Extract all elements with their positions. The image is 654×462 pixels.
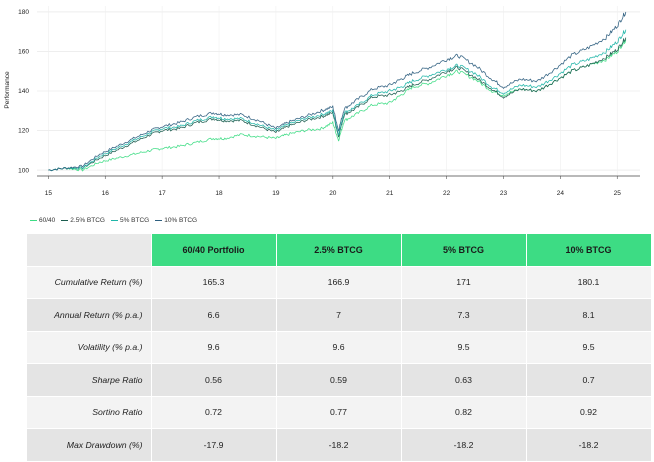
- legend-swatch-10-btcg: [155, 219, 163, 221]
- table-cell: 0.59: [276, 363, 402, 397]
- legend-label-60-40: 60/40: [39, 216, 56, 224]
- table-cell: 0.82: [401, 396, 527, 429]
- series-lines: [48, 11, 627, 172]
- table-cell: -17.9: [151, 428, 277, 462]
- table-cell: 171: [401, 266, 527, 299]
- table-row: Cumulative Return (%) 165.3 166.9 171 18…: [27, 266, 652, 299]
- table-header-10-btcg: 10% BTCG: [526, 234, 652, 267]
- statistics-table: 60/40 Portfolio 2.5% BTCG 5% BTCG 10% BT…: [27, 234, 652, 462]
- x-tick-label: 19: [272, 190, 280, 197]
- y-tick-label: 140: [18, 88, 29, 95]
- x-tick-label: 23: [500, 190, 508, 197]
- table-row: Annual Return (% p.a.) 6.6 7 7.3 8.1: [27, 298, 652, 332]
- table-cell: 0.77: [276, 396, 402, 429]
- table-cell: 7.3: [401, 298, 527, 332]
- x-tick-label: 17: [159, 190, 167, 197]
- table-cell: 6.6: [151, 298, 277, 332]
- table-cell: 165.3: [151, 266, 277, 299]
- table-cell: 0.7: [526, 363, 652, 397]
- table-header-row: 60/40 Portfolio 2.5% BTCG 5% BTCG 10% BT…: [27, 234, 652, 267]
- legend-swatch-5-btcg: [110, 219, 118, 221]
- y-tick-label: 100: [18, 167, 29, 174]
- x-tick-label: 15: [45, 190, 53, 197]
- table-cell: 9.6: [276, 331, 402, 364]
- table-row: Volatility (% p.a.) 9.6 9.6 9.5 9.5: [27, 331, 652, 364]
- table-cell: 0.63: [401, 363, 527, 397]
- y-axis: 100 120 140 160 180: [18, 9, 29, 174]
- table-cell: 9.6: [151, 331, 277, 364]
- table-row: Sortino Ratio 0.72 0.77 0.82 0.92: [27, 396, 652, 429]
- x-tick-label: 25: [614, 190, 622, 197]
- table-cell: 9.5: [401, 331, 527, 364]
- row-label: Volatility (% p.a.): [27, 331, 152, 364]
- table-header-2-5-btcg: 2.5% BTCG: [276, 234, 402, 267]
- row-label: Max Drawdown (%): [27, 428, 152, 462]
- legend-swatch-2-5-btcg: [61, 219, 69, 221]
- chart-grid: [37, 6, 640, 176]
- series-line-10-btcg: [48, 11, 627, 172]
- row-label: Annual Return (% p.a.): [27, 298, 152, 332]
- legend-label-5-btcg: 5% BTCG: [119, 216, 150, 224]
- row-label: Sortino Ratio: [27, 396, 152, 429]
- legend-swatch-60-40: [30, 219, 37, 221]
- table-cell: 166.9: [276, 266, 402, 299]
- legend-item-2-5-btcg: 2.5% BTCG: [61, 217, 105, 224]
- y-axis-label: Performance: [4, 71, 11, 109]
- performance-chart: 100 120 140 160 180 15 16 17 18 19 20 21 22 23 24 25 P…: [4, 6, 640, 197]
- x-tick-label: 24: [557, 190, 565, 197]
- table-cell: -18.2: [276, 428, 402, 462]
- table-cell: 7: [276, 298, 402, 332]
- chart-legend: 60/40 2.5% BTCG 5% BTCG 10% BTCG: [30, 214, 197, 226]
- x-tick-label: 22: [443, 190, 451, 197]
- table-cell: 8.1: [526, 298, 652, 332]
- table-header-60-40: 60/40 Portfolio: [151, 234, 277, 267]
- table-cell: -18.2: [526, 428, 652, 462]
- row-label: Sharpe Ratio: [27, 363, 152, 397]
- legend-label-10-btcg: 10% BTCG: [164, 216, 198, 224]
- table-header-5-btcg: 5% BTCG: [401, 234, 527, 267]
- legend-item-5-btcg: 5% BTCG: [110, 216, 150, 224]
- legend-item-60-40: 60/40: [30, 217, 55, 224]
- series-line-2-5-btcg: [48, 37, 627, 172]
- x-axis: 15 16 17 18 19 20 21 22 23 24 25: [37, 175, 640, 197]
- x-tick-label: 20: [329, 190, 337, 197]
- x-tick-label: 16: [102, 190, 110, 197]
- table-cell: 9.5: [526, 331, 652, 364]
- table-row: Sharpe Ratio 0.56 0.59 0.63 0.7: [27, 363, 652, 397]
- row-label: Cumulative Return (%): [27, 266, 152, 299]
- y-tick-label: 160: [18, 49, 29, 56]
- table-cell: 0.56: [151, 363, 277, 397]
- x-tick-label: 21: [386, 190, 394, 197]
- legend-label-2-5-btcg: 2.5% BTCG: [70, 216, 105, 224]
- y-tick-label: 180: [18, 9, 29, 16]
- x-tick-label: 18: [215, 190, 223, 197]
- legend-item-10-btcg: 10% BTCG: [155, 217, 197, 224]
- table-cell: 180.1: [526, 266, 652, 299]
- series-line-60-40: [48, 39, 627, 172]
- table-cell: 0.92: [526, 396, 652, 429]
- series-line-5-btcg: [48, 29, 627, 172]
- table-cell: 0.72: [151, 396, 277, 429]
- table-cell: -18.2: [401, 428, 527, 462]
- y-tick-label: 120: [18, 128, 29, 135]
- table-header-blank: [27, 234, 152, 267]
- table-row: Max Drawdown (%) -17.9 -18.2 -18.2 -18.2: [27, 428, 652, 462]
